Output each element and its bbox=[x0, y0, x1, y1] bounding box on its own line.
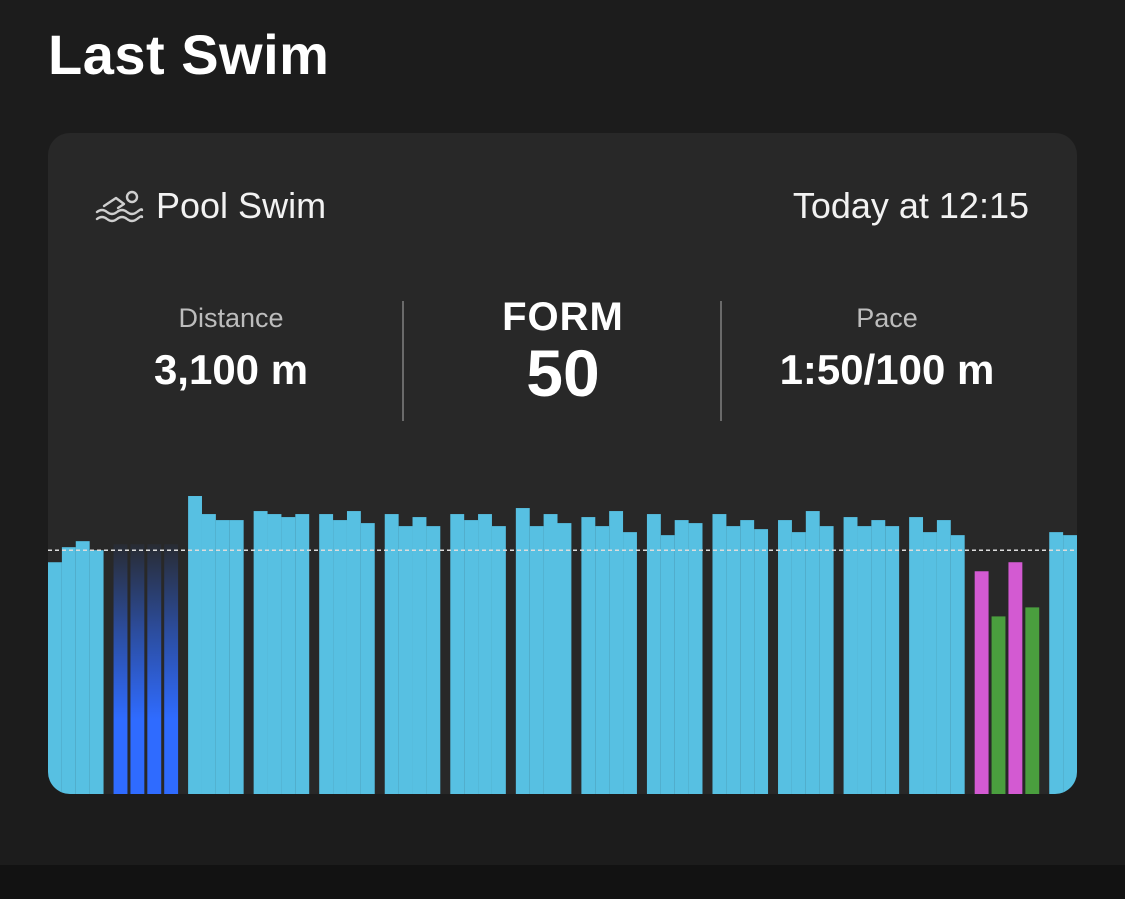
form-score-value: 50 bbox=[526, 336, 600, 410]
pace-stat: Pace 1:50/100 m bbox=[737, 303, 1037, 394]
length-bar-freestyle bbox=[805, 511, 820, 794]
pace-value: 1:50/100 m bbox=[779, 346, 995, 393]
length-bar-freestyle bbox=[581, 517, 596, 794]
chart-bars bbox=[48, 496, 1077, 794]
length-bar-freestyle bbox=[726, 526, 741, 794]
activity-header: Pool Swim bbox=[94, 185, 326, 227]
last-swim-card[interactable]: Pool Swim Today at 12:15 Distance 3,100 … bbox=[48, 133, 1077, 794]
distance-value: 3,100 m bbox=[153, 346, 309, 393]
length-bar-freestyle bbox=[936, 520, 951, 794]
distance-label: Distance bbox=[178, 303, 284, 333]
length-bar-freestyle bbox=[923, 532, 937, 794]
lengths-bar-chart bbox=[48, 496, 1077, 794]
length-bar-freestyle bbox=[201, 514, 216, 794]
length-bar-drill bbox=[974, 571, 989, 794]
length-bar-freestyle bbox=[253, 511, 268, 794]
length-bar-freestyle bbox=[712, 514, 727, 794]
length-bar-freestyle bbox=[609, 511, 624, 794]
length-bar-freestyle bbox=[674, 520, 689, 794]
length-bar-freestyle bbox=[295, 514, 310, 794]
length-bar-freestyle bbox=[740, 520, 755, 794]
length-bar-freestyle bbox=[778, 520, 792, 794]
length-bar-freestyle bbox=[754, 529, 769, 794]
length-bar-freestyle bbox=[491, 526, 506, 794]
stat-divider-right bbox=[720, 301, 722, 421]
length-bar-freestyle bbox=[871, 520, 886, 794]
length-bar-kick bbox=[113, 544, 128, 794]
length-bar-kick bbox=[164, 544, 179, 794]
pace-label: Pace bbox=[856, 303, 918, 333]
length-bar-kick bbox=[130, 544, 145, 794]
swimmer-icon bbox=[95, 190, 144, 223]
length-bar-freestyle bbox=[215, 520, 230, 794]
length-bar-freestyle bbox=[48, 562, 62, 794]
length-bar-freestyle bbox=[646, 514, 661, 794]
length-bar-drill bbox=[1025, 607, 1040, 794]
form-score: FORM 50 bbox=[413, 295, 713, 407]
length-bar-freestyle bbox=[515, 508, 530, 794]
length-bar-freestyle bbox=[819, 526, 834, 794]
length-bar-freestyle bbox=[543, 514, 558, 794]
length-bar-freestyle bbox=[89, 550, 104, 794]
length-bar-drill bbox=[1008, 562, 1023, 794]
length-bar-freestyle bbox=[450, 514, 465, 794]
length-bar-freestyle bbox=[595, 526, 610, 794]
length-bar-freestyle bbox=[791, 532, 806, 794]
length-bar-freestyle bbox=[478, 514, 492, 794]
length-bar-freestyle bbox=[660, 535, 675, 794]
length-bar-freestyle bbox=[1049, 532, 1064, 794]
distance-stat: Distance 3,100 m bbox=[81, 303, 381, 394]
length-bar-freestyle bbox=[281, 517, 296, 794]
length-bar-freestyle bbox=[333, 520, 347, 794]
length-bar-freestyle bbox=[950, 535, 965, 794]
length-bar-freestyle bbox=[188, 496, 202, 794]
length-bar-freestyle bbox=[885, 526, 900, 794]
length-bar-kick bbox=[147, 544, 162, 794]
page-title: Last Swim bbox=[48, 23, 330, 86]
length-bar-freestyle bbox=[1063, 535, 1077, 794]
length-bar-freestyle bbox=[267, 514, 282, 794]
length-bar-freestyle bbox=[464, 520, 479, 794]
length-bar-freestyle bbox=[557, 523, 572, 794]
length-bar-freestyle bbox=[319, 514, 334, 794]
activity-type-label: Pool Swim bbox=[156, 185, 327, 226]
length-bar-freestyle bbox=[426, 526, 441, 794]
length-bar-freestyle bbox=[398, 526, 413, 794]
length-bar-freestyle bbox=[909, 517, 924, 794]
length-bar-freestyle bbox=[384, 514, 399, 794]
length-bar-drill bbox=[991, 616, 1006, 794]
activity-time: Today at 12:15 bbox=[792, 185, 1029, 226]
length-bar-freestyle bbox=[529, 526, 544, 794]
length-bar-freestyle bbox=[843, 517, 858, 794]
length-bar-freestyle bbox=[346, 511, 361, 794]
length-bar-freestyle bbox=[623, 532, 637, 794]
bottom-bar bbox=[0, 865, 1125, 899]
length-bar-freestyle bbox=[75, 541, 90, 794]
length-bar-freestyle bbox=[688, 523, 703, 794]
length-bar-freestyle bbox=[229, 520, 244, 794]
length-bar-freestyle bbox=[61, 547, 76, 794]
length-bar-freestyle bbox=[857, 526, 872, 794]
stat-divider-left bbox=[402, 301, 404, 421]
form-logo-label: FORM bbox=[502, 295, 624, 339]
length-bar-freestyle bbox=[360, 523, 375, 794]
length-bar-freestyle bbox=[412, 517, 427, 794]
